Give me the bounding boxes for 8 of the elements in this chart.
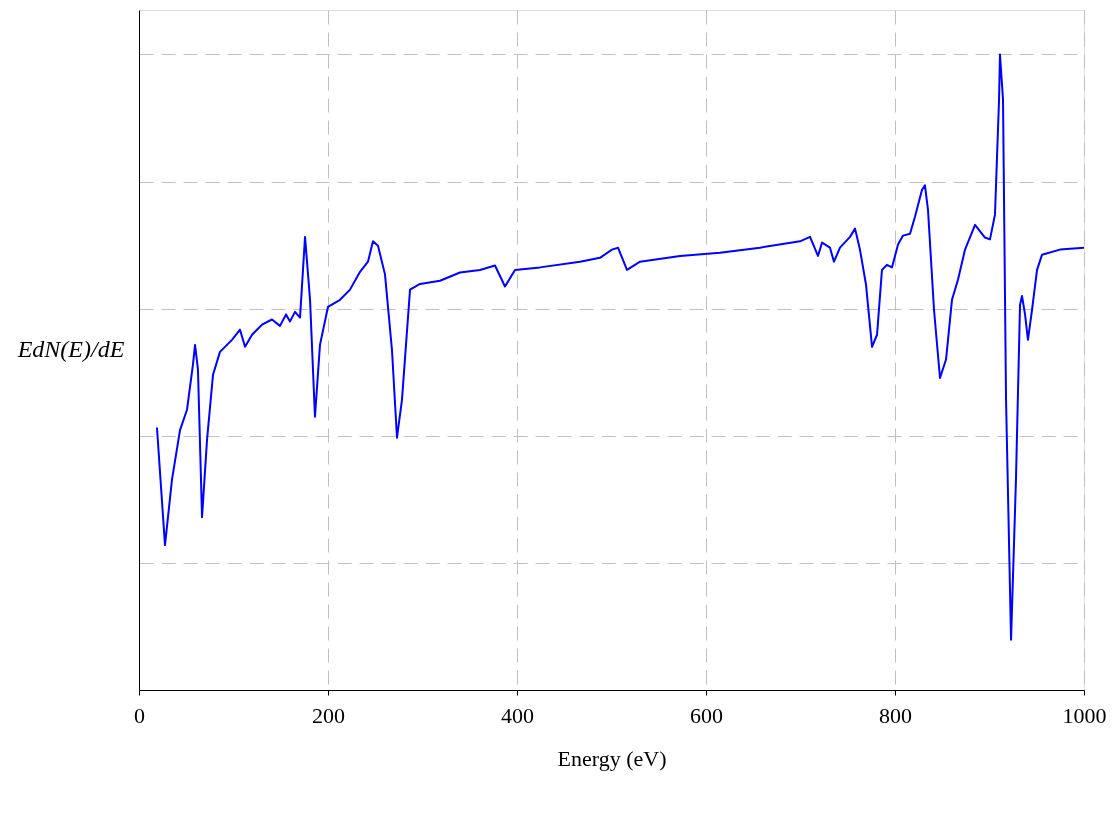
x-tick-label: 800	[879, 702, 912, 728]
x-tick-label: 200	[312, 702, 345, 728]
x-tick-label: 0	[134, 702, 145, 728]
x-tick-label: 400	[501, 702, 534, 728]
x-axis-title: Energy (eV)	[557, 745, 667, 771]
x-tick-label: 600	[690, 702, 723, 728]
y-axis-title: EdN(E)/dE	[16, 336, 125, 362]
x-tick-label: 1000	[1062, 702, 1107, 728]
